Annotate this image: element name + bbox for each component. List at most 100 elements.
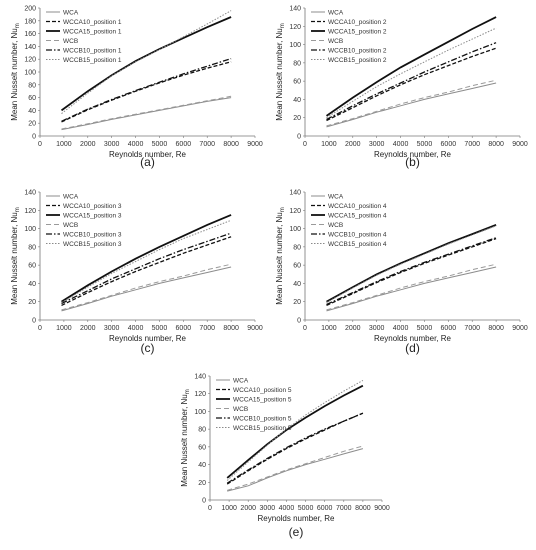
series-line-2 <box>326 237 497 306</box>
series-line-5 <box>326 237 497 306</box>
legend-entry: WCCB10_position 3 <box>63 232 122 239</box>
series-line-1 <box>61 266 232 312</box>
x-tick-label: 0 <box>303 325 307 332</box>
series-line-2 <box>61 236 232 306</box>
x-tick-label: 6000 <box>176 325 192 332</box>
y-tick-label: 80 <box>28 82 36 89</box>
series-line-3 <box>325 16 497 117</box>
series-line-1 <box>326 266 497 312</box>
x-tick-label: 3000 <box>260 505 276 512</box>
x-tick-label: 3000 <box>369 325 385 332</box>
series-line-4 <box>326 79 497 127</box>
y-tick-label: 40 <box>28 108 36 115</box>
y-tick-label: 0 <box>297 134 301 141</box>
x-tick-label: 9000 <box>512 141 528 148</box>
y-tick-label: 100 <box>194 409 206 416</box>
panel-label: (d) <box>405 341 420 355</box>
y-tick-label: 100 <box>289 226 301 233</box>
y-tick-label: 120 <box>24 208 36 215</box>
series-line-2 <box>326 47 497 122</box>
y-axis-label: Mean Nusselt number, Num <box>275 23 286 121</box>
y-tick-label: 120 <box>24 57 36 64</box>
x-tick-label: 0 <box>38 141 42 148</box>
x-tick-label: 1000 <box>56 325 72 332</box>
x-tick-label: 0 <box>208 505 212 512</box>
legend-entry: WCCA10_position 2 <box>328 19 387 26</box>
x-tick-label: 4000 <box>393 141 409 148</box>
y-axis-label-main: Mean Nusselt number, Nu <box>10 212 19 305</box>
y-tick-label: 140 <box>24 44 36 51</box>
y-axis-label: Mean Nusselt number, Num <box>10 207 21 305</box>
x-tick-label: 7000 <box>199 325 215 332</box>
y-tick-label: 140 <box>289 6 301 13</box>
legend-entry: WCCB15_position 1 <box>63 57 122 64</box>
x-tick-label: 8000 <box>355 505 371 512</box>
legend-entry: WCA <box>328 194 344 201</box>
y-tick-label: 60 <box>198 444 206 451</box>
legend-entry: WCA <box>63 194 79 201</box>
y-axis-label-main: Mean Nusselt number, Nu <box>10 28 19 121</box>
legend-entry: WCCA15_position 4 <box>328 213 387 220</box>
legend-entry: WCA <box>328 10 344 17</box>
x-axis-label: Reynolds number, Re <box>374 150 451 159</box>
legend-entry: WCB <box>328 222 343 229</box>
y-axis-label-subscript: m <box>15 207 21 212</box>
chart-panel-1: 0 1000 2000 3000 4000 5000 6000 7000 8000 9000 0 20… <box>10 6 263 170</box>
y-tick-label: 100 <box>24 70 36 77</box>
legend-entry: WCCB10_position 4 <box>328 232 387 239</box>
y-tick-label: 180 <box>24 18 36 25</box>
x-tick-label: 9000 <box>247 325 263 332</box>
series-line-6 <box>326 27 497 119</box>
x-tick-label: 9000 <box>512 325 528 332</box>
legend-entry: WCB <box>328 38 343 45</box>
legend-entry: WCCA15_position 3 <box>63 213 122 220</box>
legend-entry: WCCB10_position 1 <box>63 48 122 55</box>
series-line-5 <box>61 57 232 122</box>
x-tick-label: 8000 <box>488 325 504 332</box>
series-line-5 <box>326 42 497 121</box>
x-tick-label: 0 <box>38 325 42 332</box>
y-tick-label: 60 <box>293 79 301 86</box>
chart-panel-4: 0 1000 2000 3000 4000 5000 6000 7000 8000 9000 0 20… <box>275 190 528 356</box>
legend-entry: WCCA10_position 5 <box>233 387 292 394</box>
legend-entry: WCCA15_position 1 <box>63 29 122 36</box>
x-tick-label: 4000 <box>128 325 144 332</box>
y-tick-label: 200 <box>24 6 36 13</box>
y-tick-label: 40 <box>28 281 36 288</box>
y-axis-label-main: Mean Nusselt number, Nu <box>275 212 284 305</box>
y-tick-label: 0 <box>202 498 206 505</box>
panel-label: (b) <box>405 155 420 169</box>
x-tick-label: 0 <box>303 141 307 148</box>
x-axis-label: Reynolds number, Re <box>258 514 335 523</box>
x-tick-label: 1000 <box>221 505 237 512</box>
panel-label: (a) <box>140 155 155 169</box>
y-tick-label: 0 <box>297 318 301 325</box>
x-tick-label: 2000 <box>240 505 256 512</box>
legend-entry: WCB <box>233 406 248 413</box>
y-tick-label: 80 <box>293 244 301 251</box>
x-tick-label: 3000 <box>104 325 120 332</box>
legend-entry: WCB <box>63 222 78 229</box>
series-line-6 <box>61 219 232 304</box>
series-line-1 <box>227 448 364 492</box>
legend-entry: WCB <box>63 38 78 45</box>
series-line-3 <box>226 384 364 479</box>
y-tick-label: 20 <box>28 299 36 306</box>
legend-entry: WCCB15_position 3 <box>63 241 122 248</box>
y-tick-label: 40 <box>293 97 301 104</box>
x-tick-label: 7000 <box>199 141 215 148</box>
x-axis-label: Reynolds number, Re <box>374 334 451 343</box>
x-tick-label: 6000 <box>441 141 457 148</box>
y-axis-label-main: Mean Nusselt number, Nu <box>180 394 189 487</box>
series-line-3 <box>60 16 232 112</box>
panel-label: (c) <box>141 341 155 355</box>
y-tick-label: 60 <box>28 263 36 270</box>
x-tick-label: 8000 <box>223 325 239 332</box>
x-tick-label: 5000 <box>152 141 168 148</box>
x-tick-label: 4000 <box>128 141 144 148</box>
y-tick-label: 0 <box>32 134 36 141</box>
y-tick-label: 140 <box>24 190 36 197</box>
x-tick-label: 2000 <box>80 141 96 148</box>
series-line-4 <box>326 263 497 311</box>
